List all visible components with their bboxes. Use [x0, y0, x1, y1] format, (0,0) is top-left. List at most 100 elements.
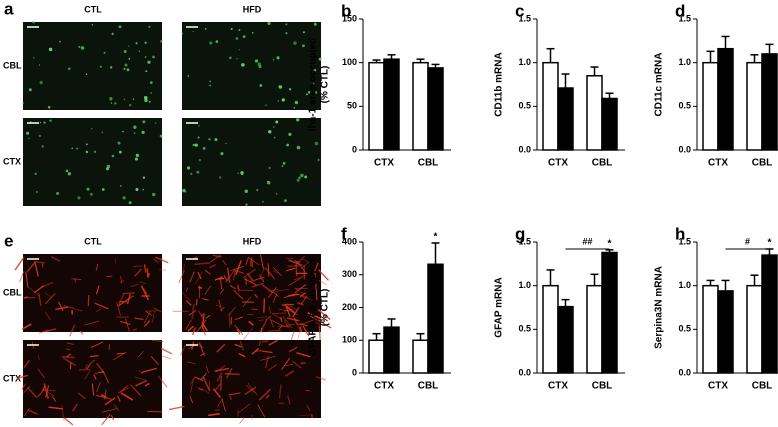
fiber — [317, 308, 331, 320]
bar — [383, 58, 400, 151]
x-tick-label: CTX — [374, 158, 394, 169]
row-label: CTX — [3, 373, 21, 383]
fiber — [198, 342, 205, 356]
fiber — [188, 344, 195, 350]
cell — [119, 150, 122, 154]
cell — [33, 57, 35, 59]
cell — [133, 132, 136, 134]
fiber — [238, 352, 246, 358]
fiber — [95, 308, 102, 313]
cell — [150, 92, 152, 94]
fiber — [297, 325, 302, 340]
fiber — [101, 413, 111, 426]
fiber — [179, 344, 187, 356]
x-tick-label: CTX — [708, 381, 728, 392]
fiber — [116, 352, 126, 355]
fiber — [309, 315, 318, 321]
fiber — [19, 271, 25, 283]
cell — [293, 106, 296, 109]
cell — [109, 66, 113, 69]
row-label: CBL — [3, 287, 22, 297]
x-tick-label: CBL — [752, 158, 773, 169]
micrograph — [182, 118, 321, 206]
bar — [542, 61, 559, 151]
cell — [300, 173, 304, 178]
fiber — [90, 341, 104, 349]
fiber — [43, 328, 57, 333]
cell — [187, 166, 191, 170]
fiber — [27, 286, 41, 297]
fiber — [285, 323, 295, 327]
cell — [236, 57, 238, 60]
fiber — [132, 328, 138, 331]
cell — [160, 40, 163, 43]
fiber — [229, 285, 236, 290]
x-tick-label: CTX — [548, 158, 568, 169]
cell — [142, 120, 146, 124]
fiber — [143, 288, 148, 295]
cell — [93, 150, 97, 153]
cell — [122, 130, 124, 133]
y-tick-label: 0.5 — [518, 101, 531, 111]
cell — [277, 100, 280, 102]
cell — [38, 64, 41, 66]
cell — [288, 88, 292, 91]
cell — [135, 188, 139, 192]
fiber — [143, 320, 151, 327]
y-axis-label: CD11c mRNA — [654, 53, 665, 117]
fiber — [138, 350, 144, 358]
fiber — [190, 378, 194, 393]
fiber — [233, 289, 244, 300]
fiber — [187, 325, 194, 332]
cell — [124, 63, 128, 67]
fiber — [113, 404, 120, 412]
fiber — [65, 348, 70, 351]
fiber — [235, 260, 242, 276]
fiber — [237, 403, 251, 414]
fiber — [197, 271, 202, 280]
fiber — [294, 287, 308, 290]
cell — [159, 134, 163, 138]
fiber — [157, 375, 168, 388]
fiber — [245, 277, 248, 286]
bar — [717, 47, 734, 151]
fiber — [194, 376, 204, 382]
fiber — [272, 267, 282, 277]
fiber — [278, 384, 282, 399]
cell — [275, 120, 279, 124]
fiber — [116, 395, 121, 402]
fiber — [300, 291, 306, 295]
cell — [198, 158, 202, 162]
bar — [557, 87, 574, 151]
fiber — [293, 274, 306, 281]
cell — [197, 136, 200, 139]
cell — [182, 188, 186, 193]
cell — [235, 37, 239, 40]
fiber — [117, 297, 131, 307]
fiber — [234, 343, 242, 348]
fiber — [302, 294, 313, 302]
cell — [294, 100, 299, 105]
cell — [254, 59, 259, 63]
cell — [43, 121, 46, 124]
fiber — [122, 292, 135, 295]
fiber — [288, 293, 299, 297]
fiber — [44, 311, 52, 321]
cell — [244, 189, 249, 194]
fiber — [299, 323, 308, 327]
fiber — [134, 376, 146, 381]
bar — [761, 254, 778, 374]
cell — [101, 131, 104, 134]
fiber — [296, 352, 311, 358]
cell — [48, 47, 53, 52]
fiber — [242, 327, 253, 341]
y-tick-label: 1.0 — [518, 57, 531, 67]
fiber — [185, 287, 188, 292]
fiber — [143, 264, 147, 273]
cell — [285, 32, 288, 35]
fiber — [197, 286, 203, 289]
fiber — [63, 417, 74, 426]
fiber — [212, 388, 221, 398]
cell — [272, 59, 275, 61]
fiber — [14, 256, 25, 271]
